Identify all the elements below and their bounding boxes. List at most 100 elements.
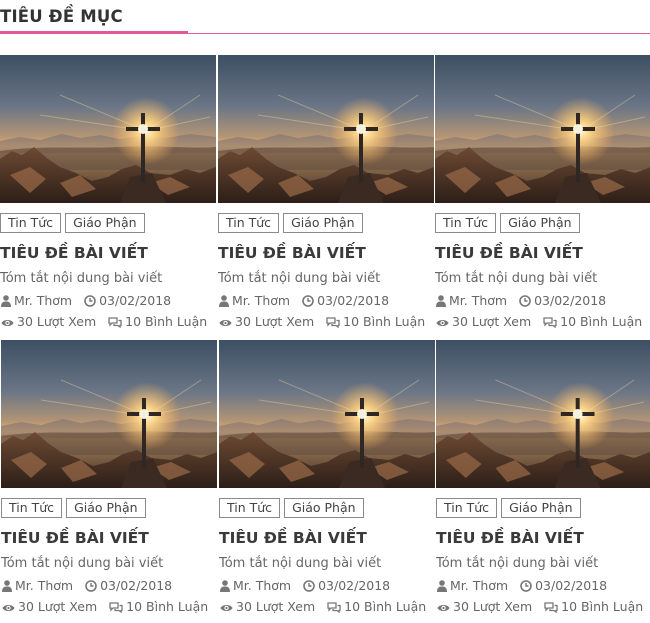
post-views: 30 Lượt Xem xyxy=(1,314,96,329)
tag-list: Tin Tức Giáo Phận xyxy=(218,213,367,233)
post-meta-row: Mr. Thơm 03/02/2018 xyxy=(219,293,397,308)
post-author: Mr. Thơm xyxy=(436,293,507,308)
post-date: 03/02/2018 xyxy=(84,293,171,308)
eye-icon xyxy=(437,605,450,611)
header-divider xyxy=(0,33,650,34)
comments-text: 10 Bình Luận xyxy=(344,599,427,614)
section-title: TIÊU ĐỀ MỤC xyxy=(0,7,123,26)
post-thumbnail[interactable] xyxy=(1,340,217,488)
tag-diocese[interactable]: Giáo Phận xyxy=(65,213,145,233)
eye-icon xyxy=(220,605,233,611)
tag-diocese[interactable]: Giáo Phận xyxy=(501,498,581,518)
comments-icon xyxy=(327,602,341,614)
tag-news[interactable]: Tin Tức xyxy=(1,498,63,518)
author-name: Mr. Thơm xyxy=(14,293,73,308)
eye-icon xyxy=(219,320,232,326)
views-text: 30 Lượt Xem xyxy=(236,599,316,614)
tag-news[interactable]: Tin Tức xyxy=(219,498,281,518)
date-text: 03/02/2018 xyxy=(535,578,608,593)
header-accent-bar xyxy=(0,31,188,34)
post-date: 03/02/2018 xyxy=(302,293,389,308)
tag-diocese[interactable]: Giáo Phận xyxy=(66,498,146,518)
clock-icon xyxy=(520,580,532,592)
post-meta-row: Mr. Thơm 03/02/2018 xyxy=(437,578,615,593)
date-text: 03/02/2018 xyxy=(318,578,391,593)
author-name: Mr. Thơm xyxy=(233,578,292,593)
post-card: Tin Tức Giáo Phận TIÊU ĐỀ BÀI VIẾT Tóm tắ… xyxy=(436,340,650,620)
user-icon xyxy=(220,580,230,592)
post-author: Mr. Thơm xyxy=(2,578,73,593)
eye-icon xyxy=(1,320,14,326)
date-text: 03/02/2018 xyxy=(99,293,172,308)
post-title[interactable]: TIÊU ĐỀ BÀI VIẾT xyxy=(218,244,366,262)
post-title[interactable]: TIÊU ĐỀ BÀI VIẾT xyxy=(0,244,148,262)
post-stats-row: 30 Lượt Xem 10 Bình Luận xyxy=(220,599,434,614)
user-icon xyxy=(219,295,229,307)
post-thumbnail[interactable] xyxy=(436,340,650,488)
clock-icon xyxy=(84,295,96,307)
tag-news[interactable]: Tin Tức xyxy=(435,213,497,233)
post-author: Mr. Thơm xyxy=(220,578,291,593)
author-name: Mr. Thơm xyxy=(450,578,509,593)
views-text: 30 Lượt Xem xyxy=(17,314,97,329)
clock-icon xyxy=(303,580,315,592)
eye-icon xyxy=(436,320,449,326)
post-title[interactable]: TIÊU ĐỀ BÀI VIẾT xyxy=(435,244,583,262)
comments-text: 10 Bình Luận xyxy=(125,314,208,329)
eye-icon xyxy=(2,605,15,611)
post-comments[interactable]: 10 Bình Luận xyxy=(326,314,425,329)
comments-icon xyxy=(543,317,557,329)
post-thumbnail[interactable] xyxy=(219,340,435,488)
author-name: Mr. Thơm xyxy=(232,293,291,308)
post-thumbnail[interactable] xyxy=(218,55,434,203)
post-meta-row: Mr. Thơm 03/02/2018 xyxy=(1,293,179,308)
post-title[interactable]: TIÊU ĐỀ BÀI VIẾT xyxy=(1,529,149,547)
comments-icon xyxy=(109,602,123,614)
post-summary: Tóm tắt nội dung bài viết xyxy=(1,556,164,571)
comments-text: 10 Bình Luận xyxy=(126,599,209,614)
post-comments[interactable]: 10 Bình Luận xyxy=(109,599,208,614)
user-icon xyxy=(436,295,446,307)
post-thumbnail[interactable] xyxy=(435,55,650,203)
post-author: Mr. Thơm xyxy=(437,578,508,593)
post-comments[interactable]: 10 Bình Luận xyxy=(108,314,207,329)
mountain-cross-sunset-image xyxy=(1,340,217,488)
post-meta-row: Mr. Thơm 03/02/2018 xyxy=(436,293,614,308)
user-icon xyxy=(1,295,11,307)
post-card: Tin Tức Giáo Phận TIÊU ĐỀ BÀI VIẾT Tóm tắ… xyxy=(435,55,650,335)
post-comments[interactable]: 10 Bình Luận xyxy=(543,314,642,329)
tag-diocese[interactable]: Giáo Phận xyxy=(500,213,580,233)
tag-news[interactable]: Tin Tức xyxy=(0,213,62,233)
post-views: 30 Lượt Xem xyxy=(2,599,97,614)
tag-news[interactable]: Tin Tức xyxy=(218,213,280,233)
post-date: 03/02/2018 xyxy=(303,578,390,593)
post-stats-row: 30 Lượt Xem 10 Bình Luận xyxy=(1,314,215,329)
post-meta-row: Mr. Thơm 03/02/2018 xyxy=(220,578,398,593)
post-author: Mr. Thơm xyxy=(219,293,290,308)
post-thumbnail[interactable] xyxy=(0,55,216,203)
post-comments[interactable]: 10 Bình Luận xyxy=(327,599,426,614)
post-title[interactable]: TIÊU ĐỀ BÀI VIẾT xyxy=(219,529,367,547)
author-name: Mr. Thơm xyxy=(15,578,74,593)
tag-list: Tin Tức Giáo Phận xyxy=(436,498,585,518)
post-summary: Tóm tắt nội dung bài viết xyxy=(0,271,163,286)
mountain-cross-sunset-image xyxy=(0,55,216,203)
user-icon xyxy=(437,580,447,592)
post-card: Tin Tức Giáo Phận TIÊU ĐỀ BÀI VIẾT Tóm tắ… xyxy=(1,340,217,620)
tag-diocese[interactable]: Giáo Phận xyxy=(284,498,364,518)
post-card: Tin Tức Giáo Phận TIÊU ĐỀ BÀI VIẾT Tóm tắ… xyxy=(218,55,434,335)
views-text: 30 Lượt Xem xyxy=(235,314,315,329)
post-comments[interactable]: 10 Bình Luận xyxy=(544,599,643,614)
user-icon xyxy=(2,580,12,592)
post-views: 30 Lượt Xem xyxy=(219,314,314,329)
date-text: 03/02/2018 xyxy=(317,293,390,308)
post-title[interactable]: TIÊU ĐỀ BÀI VIẾT xyxy=(436,529,584,547)
tag-diocese[interactable]: Giáo Phận xyxy=(283,213,363,233)
views-text: 30 Lượt Xem xyxy=(453,599,533,614)
comments-text: 10 Bình Luận xyxy=(343,314,426,329)
post-author: Mr. Thơm xyxy=(1,293,72,308)
post-stats-row: 30 Lượt Xem 10 Bình Luận xyxy=(219,314,433,329)
tag-news[interactable]: Tin Tức xyxy=(436,498,498,518)
clock-icon xyxy=(85,580,97,592)
post-summary: Tóm tắt nội dung bài viết xyxy=(435,271,598,286)
